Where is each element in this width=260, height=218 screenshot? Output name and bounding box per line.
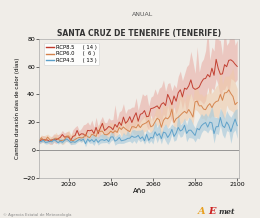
Legend: RCP8.5     ( 14 ), RCP6.0     (  6 ), RCP4.5     ( 13 ): RCP8.5 ( 14 ), RCP6.0 ( 6 ), RCP4.5 ( 13… — [44, 43, 99, 65]
Text: © Agencia Estatal de Meteorología: © Agencia Estatal de Meteorología — [3, 213, 71, 217]
Y-axis label: Cambio duración olas de calor (días): Cambio duración olas de calor (días) — [15, 58, 21, 159]
Text: E: E — [208, 207, 215, 216]
Title: SANTA CRUZ DE TENERIFE (TENERIFE): SANTA CRUZ DE TENERIFE (TENERIFE) — [57, 29, 221, 38]
Text: ANUAL: ANUAL — [132, 12, 154, 17]
Text: met: met — [218, 208, 235, 216]
X-axis label: Año: Año — [133, 188, 146, 194]
Text: A: A — [198, 207, 205, 216]
